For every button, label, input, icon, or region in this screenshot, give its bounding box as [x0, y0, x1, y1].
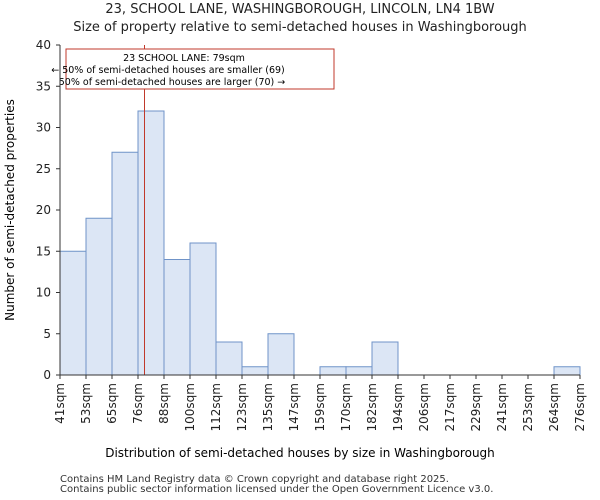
histogram-bar-76sqm	[137, 110, 165, 376]
x-tick-label: 194sqm	[391, 383, 405, 431]
y-tick-label: 0	[43, 368, 51, 382]
x-tick-label: 65sqm	[105, 383, 119, 424]
histogram-bar-264sqm	[553, 366, 581, 376]
marker-annotation: 23 SCHOOL LANE: 79sqm ← 50% of semi-deta…	[51, 48, 335, 90]
x-tick-label: 253sqm	[521, 383, 535, 431]
x-tick-label: 241sqm	[495, 383, 509, 431]
x-tick-label: 170sqm	[339, 383, 353, 431]
histogram-bar-170sqm	[345, 366, 373, 376]
x-axis-label: Distribution of semi-detached houses by …	[105, 446, 495, 460]
x-tick-label: 41sqm	[53, 383, 67, 424]
histogram-bar-88sqm	[163, 259, 191, 376]
histogram-bar-135sqm	[267, 333, 295, 376]
histogram-bar-41sqm	[59, 250, 87, 376]
x-tick-label: 182sqm	[365, 383, 379, 431]
annotation-line-3: 50% of semi-detached houses are larger (…	[59, 77, 286, 88]
y-tick-label: 35	[36, 79, 51, 93]
x-tick-label: 217sqm	[443, 383, 457, 431]
x-tick-label: 206sqm	[417, 383, 431, 431]
y-tick-label: 20	[36, 203, 51, 217]
histogram-bar-65sqm	[111, 151, 139, 376]
y-tick-label: 40	[36, 38, 51, 52]
x-tick-label: 100sqm	[183, 383, 197, 431]
x-tick-label: 135sqm	[261, 383, 275, 431]
x-tick-label: 112sqm	[209, 383, 223, 431]
histogram-bar-53sqm	[85, 217, 113, 376]
histogram-bar-100sqm	[189, 242, 217, 376]
footer-line-1: Contains HM Land Registry data © Crown c…	[60, 474, 449, 485]
histogram-bar-159sqm	[319, 366, 347, 376]
y-tick-label: 25	[36, 162, 51, 176]
annotation-line-1: 23 SCHOOL LANE: 79sqm	[123, 53, 245, 64]
histogram-bar-112sqm	[215, 341, 243, 376]
annotation-line-2: ← 50% of semi-detached houses are smalle…	[51, 65, 285, 76]
y-axis-label: Number of semi-detached properties	[3, 99, 17, 321]
x-tick-label: 76sqm	[131, 383, 145, 424]
footer-line-2: Contains public sector information licen…	[60, 484, 494, 495]
y-tick-label: 5	[43, 327, 51, 341]
chart-title: 23, SCHOOL LANE, WASHINGBOROUGH, LINCOLN…	[105, 2, 495, 17]
annotation-box	[65, 48, 335, 90]
y-tick-label: 10	[36, 286, 51, 300]
y-tick-label: 15	[36, 244, 51, 258]
x-tick-label: 159sqm	[313, 383, 327, 431]
chart-subtitle: Size of property relative to semi-detach…	[73, 20, 527, 35]
x-tick-label: 53sqm	[79, 383, 93, 424]
x-tick-label: 147sqm	[287, 383, 301, 431]
histogram-bar-123sqm	[241, 366, 269, 376]
histogram-bar-182sqm	[371, 341, 399, 376]
y-tick-label: 30	[36, 121, 51, 135]
x-tick-label: 88sqm	[157, 383, 171, 424]
x-tick-label: 123sqm	[235, 383, 249, 431]
x-tick-label: 264sqm	[547, 383, 561, 431]
x-tick-label: 276sqm	[573, 383, 587, 431]
x-tick-label: 229sqm	[469, 383, 483, 431]
